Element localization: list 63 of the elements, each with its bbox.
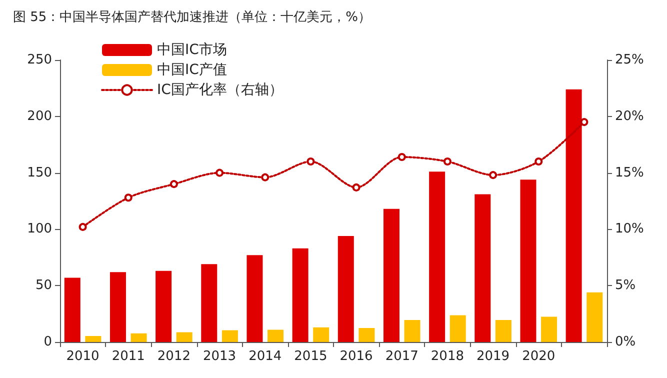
legend-label: IC国产化率（右轴） [157, 82, 283, 98]
y-tick-label: 0 [44, 334, 52, 350]
point [170, 180, 178, 188]
bar [156, 270, 172, 342]
y2-tick-label: 5% [615, 278, 636, 294]
point [78, 222, 87, 231]
y2-tick-label: 10% [615, 222, 644, 237]
bar [404, 320, 420, 342]
bar [383, 208, 400, 342]
x-tick-label: 2010 [66, 349, 100, 364]
point [580, 118, 588, 126]
bar [201, 264, 218, 342]
point [261, 173, 270, 182]
x-tick-label: 2016 [340, 349, 373, 364]
bar [358, 328, 375, 342]
point [398, 153, 406, 162]
legend-label: 中国IC市场 [157, 42, 227, 58]
bar [520, 180, 536, 342]
x-tick-label: 2017 [385, 349, 418, 364]
bar [130, 333, 147, 342]
y2-tick-label: 20% [615, 108, 644, 124]
y-tick-label: 150 [27, 165, 52, 180]
y-tick-label: 200 [27, 108, 52, 124]
x-tick-label: 2013 [202, 349, 236, 364]
bar [313, 327, 330, 342]
bar [429, 172, 446, 342]
bar [338, 236, 354, 342]
bar [450, 315, 466, 342]
x-tick-label: 2020 [522, 349, 556, 364]
bar [474, 194, 491, 342]
x-tick-label: 2019 [476, 349, 510, 364]
bar [495, 320, 512, 342]
x-tick-label: 2012 [157, 349, 191, 364]
bar [246, 255, 263, 342]
x-tick-label: 2014 [248, 349, 282, 364]
bar [268, 330, 284, 342]
y2-tick-label: 0% [615, 334, 636, 350]
point [124, 194, 132, 202]
point [443, 158, 452, 166]
point [534, 158, 543, 166]
y-tick-label: 100 [27, 222, 52, 237]
x-tick-label: 2018 [430, 349, 464, 364]
bar [176, 332, 192, 342]
x-tick-label: 2011 [112, 349, 145, 364]
chart-title: 图 55：中国半导体国产替代加速推进（单位：十亿美元，%） [13, 9, 372, 25]
bar [64, 278, 80, 342]
point [216, 168, 224, 177]
bar [85, 336, 102, 342]
point [352, 183, 360, 192]
bar [222, 330, 238, 342]
legend-label: 中国IC产值 [157, 62, 227, 78]
bar [586, 292, 603, 342]
bar [292, 248, 308, 342]
y2-tick-label: 15% [615, 165, 644, 180]
bar [566, 89, 582, 342]
point [306, 158, 315, 166]
x-tick-label: 2015 [294, 349, 328, 364]
point [489, 171, 498, 180]
y-tick-label: 250 [27, 52, 52, 68]
y-tick-label: 50 [35, 278, 52, 294]
y2-tick-label: 25% [615, 52, 644, 68]
bar [541, 316, 558, 342]
bar [110, 272, 126, 342]
